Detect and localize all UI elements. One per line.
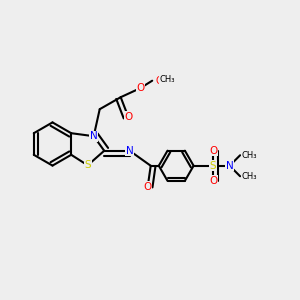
Text: O: O xyxy=(209,176,217,186)
Text: S: S xyxy=(210,161,216,171)
Text: CH₃: CH₃ xyxy=(242,172,257,181)
Text: O: O xyxy=(124,112,132,122)
Text: N: N xyxy=(126,146,134,156)
Text: O: O xyxy=(144,182,152,192)
Text: N: N xyxy=(90,131,98,141)
Text: N: N xyxy=(226,161,233,171)
Text: O: O xyxy=(136,83,144,93)
Text: CH₃: CH₃ xyxy=(160,75,175,84)
Text: S: S xyxy=(84,160,91,170)
Text: O: O xyxy=(209,146,217,156)
Text: O: O xyxy=(155,76,163,86)
Text: CH₃: CH₃ xyxy=(242,151,257,160)
